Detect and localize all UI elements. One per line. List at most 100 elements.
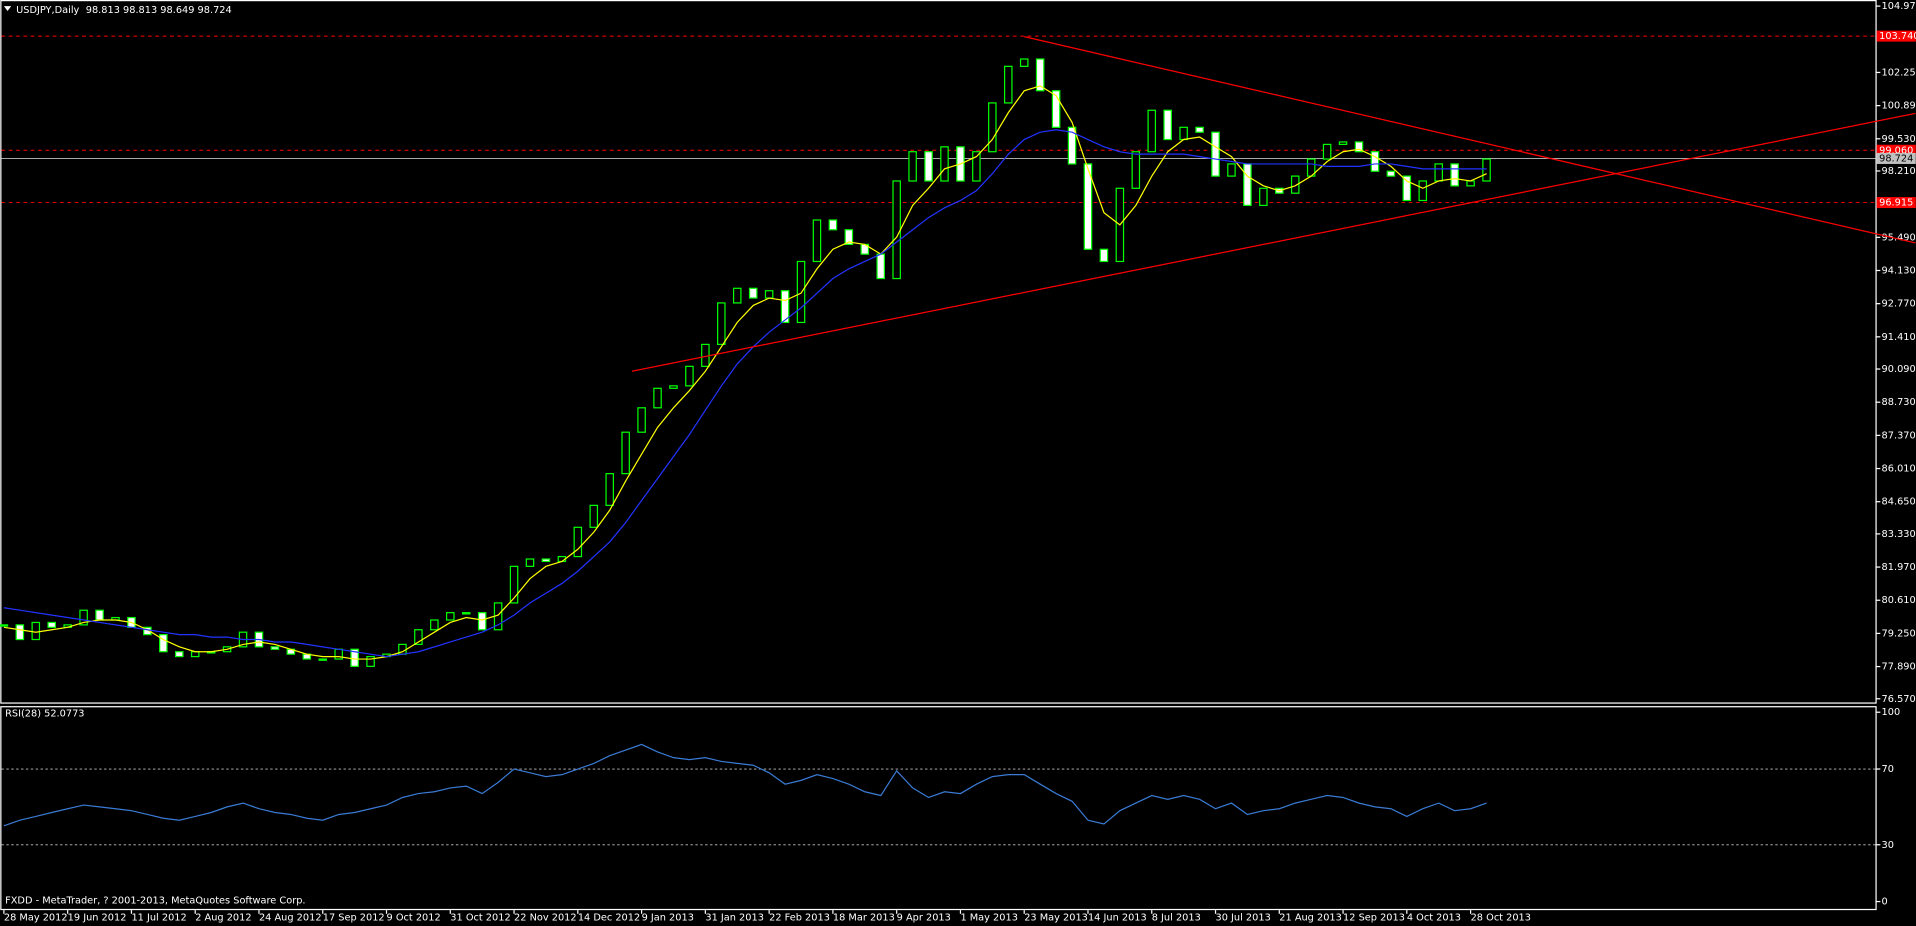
y-tick-label: 70 — [1882, 764, 1894, 775]
candle — [876, 253, 886, 280]
candle — [366, 655, 375, 667]
x-tick-label: 31 Jan 2013 — [705, 912, 764, 923]
candle — [589, 504, 599, 528]
candle — [15, 624, 25, 641]
x-tick-label: 11 Jul 2012 — [131, 912, 186, 923]
x-tick-label: 22 Nov 2012 — [514, 912, 577, 923]
candle — [1195, 126, 1204, 133]
candle — [1099, 248, 1109, 263]
candle — [1434, 163, 1443, 182]
x-tick-label: 19 Jun 2012 — [68, 912, 127, 923]
candle — [717, 302, 726, 346]
candle — [780, 290, 790, 324]
x-tick-label: 9 Apr 2013 — [897, 912, 951, 923]
candle — [414, 629, 423, 645]
candle — [940, 146, 949, 182]
x-tick-label: 31 Oct 2012 — [450, 912, 510, 923]
trendline — [631, 112, 1916, 372]
candle — [1418, 180, 1428, 202]
y-tick-label: 83.330 — [1882, 529, 1916, 540]
candle — [446, 612, 455, 621]
candle — [1051, 90, 1061, 128]
candle — [1482, 158, 1491, 182]
y-tick-label: 84.650 — [1882, 497, 1916, 508]
candle — [924, 151, 933, 182]
candle — [988, 102, 997, 153]
x-tick-label: 12 Sep 2013 — [1343, 912, 1405, 923]
y-tick-label: 92.770 — [1882, 299, 1916, 310]
y-tick-label: 79.250 — [1882, 628, 1916, 639]
price-level-label: 103.740 — [1879, 31, 1916, 42]
candle — [430, 619, 439, 631]
x-tick-label: 4 Oct 2013 — [1407, 912, 1461, 923]
candle — [1290, 175, 1300, 194]
y-tick-label: 94.130 — [1882, 265, 1916, 276]
candle — [796, 260, 806, 324]
candle — [892, 180, 901, 280]
candle — [31, 621, 41, 641]
y-tick-label: 102.250 — [1882, 67, 1916, 78]
candle — [1211, 131, 1220, 177]
y-tick-label: 100.890 — [1882, 101, 1916, 112]
candle — [1466, 180, 1475, 187]
candle — [541, 558, 551, 563]
candle — [1147, 109, 1157, 153]
y-tick-label: 87.370 — [1882, 430, 1916, 441]
menu-arrow[interactable] — [3, 6, 12, 11]
candle — [669, 385, 678, 389]
y-tick-label: 100 — [1882, 707, 1901, 718]
candle — [748, 287, 758, 299]
candle — [1386, 170, 1396, 177]
y-tick-label: 81.970 — [1882, 562, 1916, 573]
candle — [1402, 175, 1412, 202]
price-level-label: 98.724 — [1879, 153, 1913, 164]
x-tick-label: 21 Aug 2013 — [1279, 912, 1342, 923]
x-tick-label: 17 Sep 2012 — [323, 912, 385, 923]
price-level-tag — [1876, 30, 1916, 42]
candle — [828, 219, 838, 231]
footer: FXDD - MetaTrader, ? 2001-2013, MetaQuot… — [5, 895, 305, 906]
candle — [1354, 141, 1364, 153]
candle — [270, 646, 280, 650]
candle — [621, 431, 630, 475]
price-level-tag — [1876, 197, 1916, 209]
x-tick-label: 30 Jul 2013 — [1216, 912, 1271, 923]
candle — [1338, 141, 1348, 146]
candle — [159, 634, 168, 653]
candle — [637, 407, 646, 433]
candle — [1067, 126, 1077, 165]
x-tick-label: 9 Jan 2013 — [642, 912, 694, 923]
candle — [477, 612, 487, 631]
y-tick-label: 95.490 — [1882, 232, 1916, 243]
y-tick-label: 0 — [1882, 897, 1888, 908]
candle — [908, 151, 917, 182]
candle — [1322, 143, 1332, 160]
candle — [1227, 163, 1236, 177]
x-tick-label: 8 Jul 2013 — [1152, 912, 1201, 923]
candle — [653, 387, 662, 409]
candle — [79, 609, 88, 626]
price-level-tag — [1876, 152, 1916, 164]
price-level-label: 99.060 — [1879, 145, 1913, 156]
y-tick-label: 86.010 — [1882, 464, 1916, 475]
candle — [844, 229, 854, 246]
y-tick-label: 98.210 — [1882, 166, 1916, 177]
moving-average — [3, 85, 1487, 660]
rsi-panel-frame — [0, 706, 1877, 911]
candle — [0, 624, 9, 627]
rsi-line — [3, 743, 1487, 827]
y-tick-label: 30 — [1882, 840, 1894, 851]
y-tick-label: 80.610 — [1882, 595, 1916, 606]
candle — [1450, 163, 1459, 187]
x-tick-label: 23 May 2013 — [1024, 912, 1088, 923]
x-tick-label: 24 Aug 2012 — [259, 912, 322, 923]
candle — [1163, 109, 1172, 141]
y-tick-label: 77.890 — [1882, 662, 1916, 673]
y-tick-label: 90.090 — [1882, 364, 1916, 375]
candle — [1243, 163, 1252, 206]
y-tick-label: 99.530 — [1882, 134, 1916, 145]
chart-title: USDJPY,Daily — [16, 5, 79, 16]
candle — [812, 219, 822, 263]
candle — [1003, 65, 1013, 104]
